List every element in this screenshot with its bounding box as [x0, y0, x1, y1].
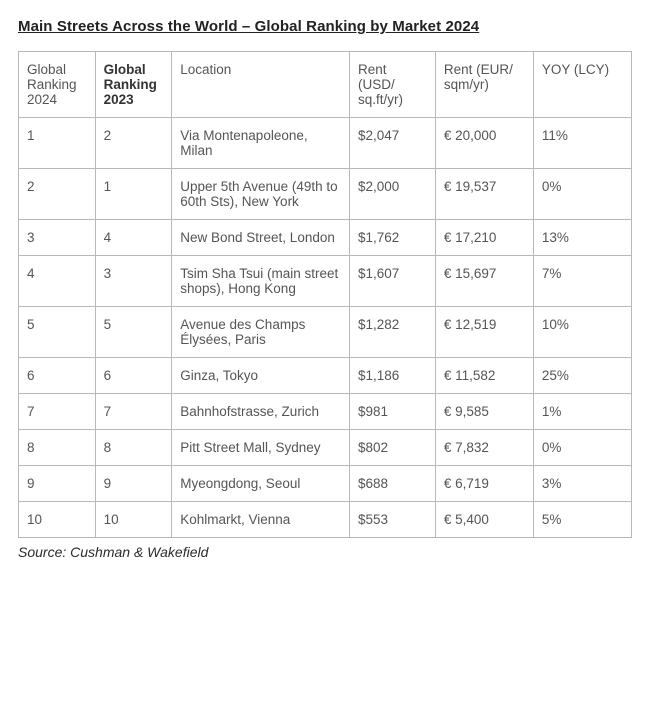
ranking-table: Global Ranking 2024Global Ranking 2023Lo…: [18, 51, 632, 538]
cell-rent_usd: $553: [350, 502, 436, 538]
cell-yoy: 3%: [533, 466, 631, 502]
cell-yoy: 25%: [533, 358, 631, 394]
cell-rank2024: 9: [19, 466, 96, 502]
cell-rent_eur: € 7,832: [435, 430, 533, 466]
table-row: 21Upper 5th Avenue (49th to 60th Sts), N…: [19, 169, 632, 220]
cell-location: Upper 5th Avenue (49th to 60th Sts), New…: [172, 169, 350, 220]
table-header: Global Ranking 2024Global Ranking 2023Lo…: [19, 52, 632, 118]
cell-rank2023: 4: [95, 220, 172, 256]
cell-rent_usd: $2,000: [350, 169, 436, 220]
cell-rank2023: 8: [95, 430, 172, 466]
column-header-rank2023: Global Ranking 2023: [95, 52, 172, 118]
cell-rank2024: 6: [19, 358, 96, 394]
cell-yoy: 5%: [533, 502, 631, 538]
cell-rank2023: 5: [95, 307, 172, 358]
cell-rank2024: 2: [19, 169, 96, 220]
cell-location: Pitt Street Mall, Sydney: [172, 430, 350, 466]
cell-yoy: 11%: [533, 118, 631, 169]
table-row: 12Via Montenapoleone, Milan$2,047€ 20,00…: [19, 118, 632, 169]
cell-yoy: 7%: [533, 256, 631, 307]
cell-location: Tsim Sha Tsui (main street shops), Hong …: [172, 256, 350, 307]
cell-rent_eur: € 6,719: [435, 466, 533, 502]
cell-rent_eur: € 15,697: [435, 256, 533, 307]
column-header-rank2024: Global Ranking 2024: [19, 52, 96, 118]
cell-rent_usd: $688: [350, 466, 436, 502]
table-row: 99Myeongdong, Seoul$688€ 6,7193%: [19, 466, 632, 502]
cell-rent_eur: € 17,210: [435, 220, 533, 256]
cell-rank2023: 10: [95, 502, 172, 538]
cell-rent_eur: € 9,585: [435, 394, 533, 430]
table-row: 55Avenue des Champs Élysées, Paris$1,282…: [19, 307, 632, 358]
cell-location: Myeongdong, Seoul: [172, 466, 350, 502]
cell-rent_eur: € 11,582: [435, 358, 533, 394]
source-line: Source: Cushman & Wakefield: [18, 544, 632, 560]
cell-location: Bahnhofstrasse, Zurich: [172, 394, 350, 430]
cell-rank2024: 1: [19, 118, 96, 169]
cell-rent_usd: $1,186: [350, 358, 436, 394]
cell-location: New Bond Street, London: [172, 220, 350, 256]
column-header-yoy: YOY (LCY): [533, 52, 631, 118]
table-row: 1010Kohlmarkt, Vienna$553€ 5,4005%: [19, 502, 632, 538]
cell-yoy: 13%: [533, 220, 631, 256]
cell-rank2023: 3: [95, 256, 172, 307]
table-row: 77Bahnhofstrasse, Zurich$981€ 9,5851%: [19, 394, 632, 430]
cell-location: Avenue des Champs Élysées, Paris: [172, 307, 350, 358]
table-row: 34New Bond Street, London$1,762€ 17,2101…: [19, 220, 632, 256]
table-row: 43Tsim Sha Tsui (main street shops), Hon…: [19, 256, 632, 307]
cell-rank2023: 9: [95, 466, 172, 502]
cell-rank2023: 7: [95, 394, 172, 430]
page-title: Main Streets Across the World – Global R…: [18, 18, 632, 35]
column-header-rent_usd: Rent (USD/ sq.ft/yr): [350, 52, 436, 118]
cell-rent_usd: $981: [350, 394, 436, 430]
cell-rent_usd: $1,762: [350, 220, 436, 256]
cell-rank2023: 1: [95, 169, 172, 220]
table-row: 66Ginza, Tokyo$1,186€ 11,58225%: [19, 358, 632, 394]
cell-location: Ginza, Tokyo: [172, 358, 350, 394]
cell-yoy: 10%: [533, 307, 631, 358]
column-header-rent_eur: Rent (EUR/ sqm/yr): [435, 52, 533, 118]
cell-yoy: 1%: [533, 394, 631, 430]
cell-location: Via Montenapoleone, Milan: [172, 118, 350, 169]
cell-rank2024: 10: [19, 502, 96, 538]
cell-rank2023: 2: [95, 118, 172, 169]
column-header-location: Location: [172, 52, 350, 118]
cell-rent_eur: € 19,537: [435, 169, 533, 220]
cell-rent_usd: $1,607: [350, 256, 436, 307]
cell-rank2023: 6: [95, 358, 172, 394]
cell-location: Kohlmarkt, Vienna: [172, 502, 350, 538]
cell-rent_eur: € 5,400: [435, 502, 533, 538]
cell-rank2024: 5: [19, 307, 96, 358]
cell-yoy: 0%: [533, 169, 631, 220]
table-row: 88Pitt Street Mall, Sydney$802€ 7,8320%: [19, 430, 632, 466]
cell-rent_usd: $1,282: [350, 307, 436, 358]
cell-rent_eur: € 20,000: [435, 118, 533, 169]
cell-rent_usd: $802: [350, 430, 436, 466]
cell-rank2024: 4: [19, 256, 96, 307]
cell-rank2024: 8: [19, 430, 96, 466]
cell-rent_eur: € 12,519: [435, 307, 533, 358]
cell-rent_usd: $2,047: [350, 118, 436, 169]
cell-rank2024: 3: [19, 220, 96, 256]
table-body: 12Via Montenapoleone, Milan$2,047€ 20,00…: [19, 118, 632, 538]
cell-yoy: 0%: [533, 430, 631, 466]
cell-rank2024: 7: [19, 394, 96, 430]
